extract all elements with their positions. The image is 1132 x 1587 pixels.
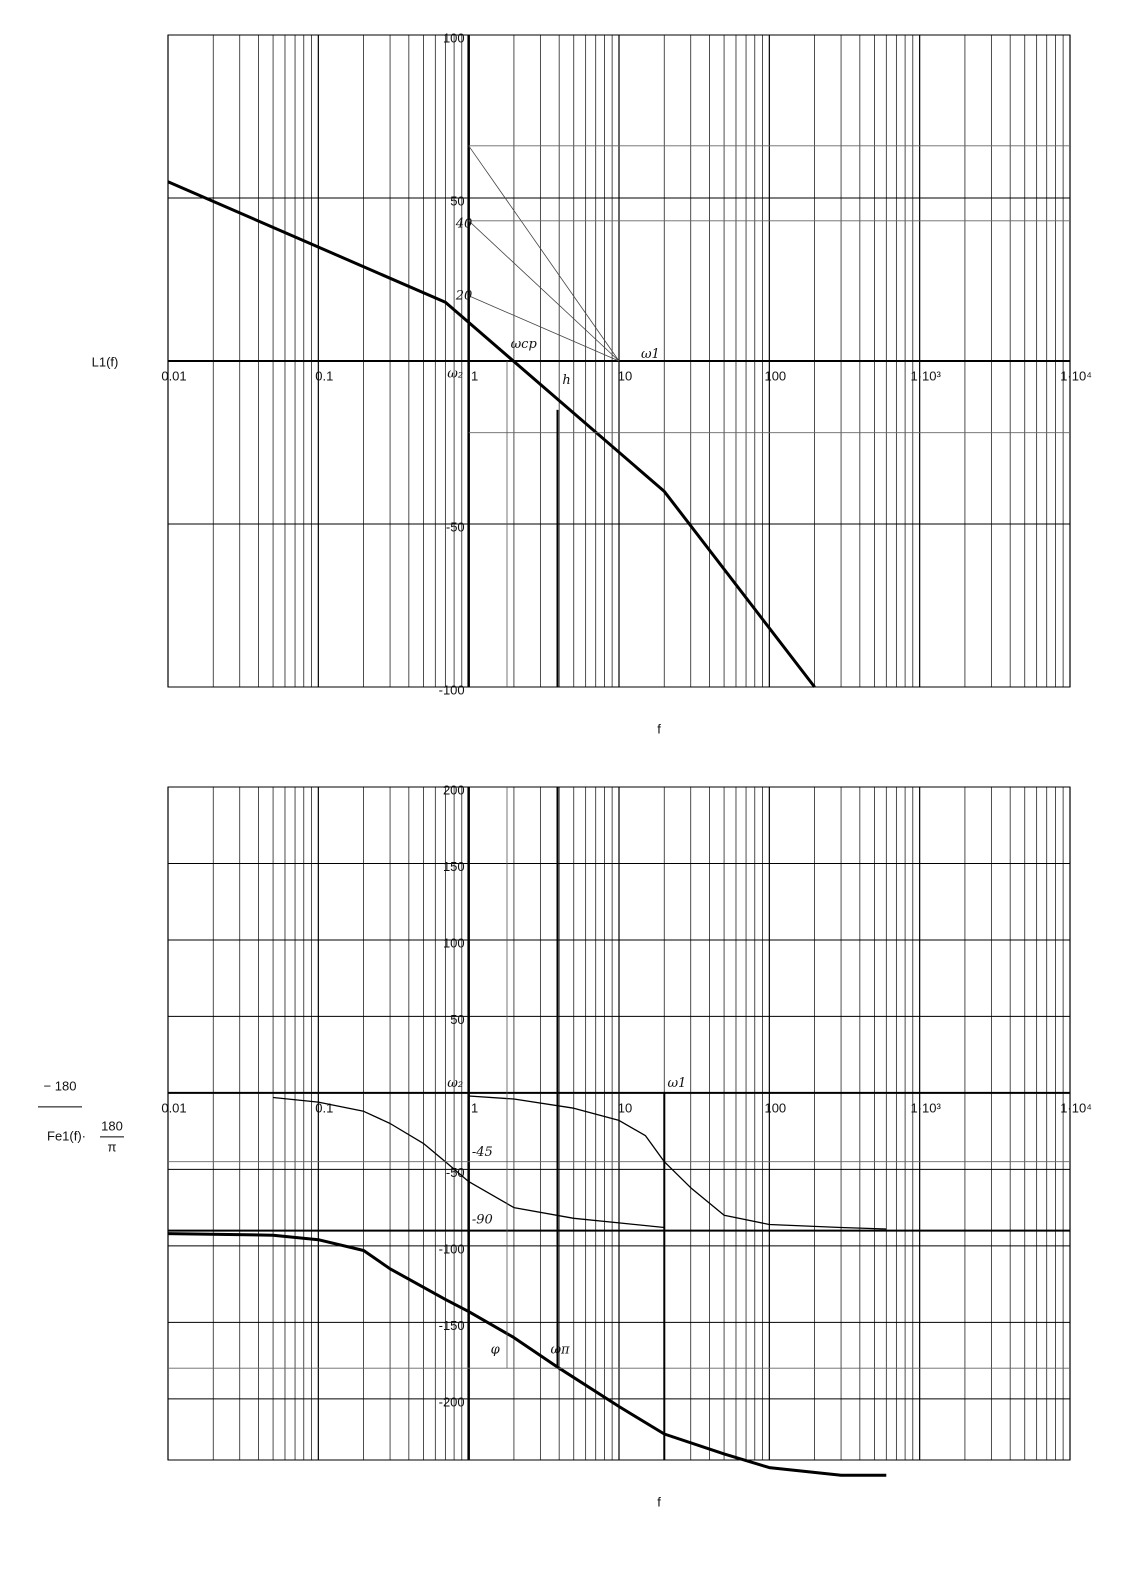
x-tick-label: 1 bbox=[471, 368, 478, 383]
y-tick-label: -150 bbox=[439, 1318, 465, 1333]
annotation: -45 bbox=[472, 1145, 493, 1160]
y-tick-label: -100 bbox=[439, 1241, 465, 1256]
annotation: ω₂ bbox=[447, 367, 463, 382]
x-tick-label: 1·10⁴ bbox=[1060, 1100, 1092, 1115]
annotation: ωπ bbox=[550, 1342, 570, 1357]
x-tick-label: 100 bbox=[764, 1100, 786, 1115]
series-line bbox=[167, 180, 816, 688]
y-tick-label: 100 bbox=[443, 30, 465, 45]
y-tick-label: 100 bbox=[443, 935, 465, 950]
series-line bbox=[468, 295, 620, 362]
y-tick-label: 150 bbox=[443, 859, 465, 874]
annotation: -90 bbox=[472, 1212, 493, 1227]
y-tick-label: 50 bbox=[450, 193, 464, 208]
series-line bbox=[468, 145, 620, 362]
annotation: 20 bbox=[455, 288, 473, 303]
x-tick-label: 0.01 bbox=[161, 1100, 186, 1115]
x-tick-label: 1 bbox=[471, 1100, 478, 1115]
y-tick-label: -50 bbox=[446, 519, 465, 534]
x-tick-label: 1·10⁴ bbox=[1060, 368, 1092, 383]
x-tick-label: 0.01 bbox=[161, 368, 186, 383]
x-tick-label: 10 bbox=[618, 368, 632, 383]
annotation: ω1 bbox=[641, 347, 660, 362]
x-axis-label: f bbox=[657, 721, 661, 736]
annotation: 40 bbox=[455, 217, 473, 232]
y-tick-label: -200 bbox=[439, 1394, 465, 1409]
y-axis-label: L1(f) bbox=[92, 354, 119, 369]
y-tick-label: 200 bbox=[443, 782, 465, 797]
annotation: h bbox=[562, 373, 570, 388]
y-tick-label: -100 bbox=[439, 682, 465, 697]
series-line bbox=[167, 1232, 887, 1477]
series-line bbox=[468, 220, 620, 362]
y-axis-label: 180 bbox=[101, 1118, 123, 1133]
y-tick-label: -50 bbox=[446, 1165, 465, 1180]
annotation: ωср bbox=[511, 337, 538, 352]
y-axis-label: π bbox=[108, 1139, 117, 1154]
series-line bbox=[468, 1095, 887, 1230]
x-tick-label: 1·10³ bbox=[910, 1100, 941, 1115]
annotation: ω₂ bbox=[447, 1076, 463, 1091]
x-tick-label: 100 bbox=[764, 368, 786, 383]
y-axis-label: Fe1(f)· bbox=[47, 1128, 86, 1143]
x-tick-label: 0.1 bbox=[315, 368, 333, 383]
y-tick-label: 50 bbox=[450, 1012, 464, 1027]
annotation: φ bbox=[491, 1342, 501, 1357]
x-tick-label: 1·10³ bbox=[910, 368, 941, 383]
y-axis-label: − 180 bbox=[44, 1078, 77, 1093]
x-axis-label: f bbox=[657, 1494, 661, 1509]
x-tick-label: 10 bbox=[618, 1100, 632, 1115]
annotation: ω1 bbox=[667, 1076, 686, 1091]
